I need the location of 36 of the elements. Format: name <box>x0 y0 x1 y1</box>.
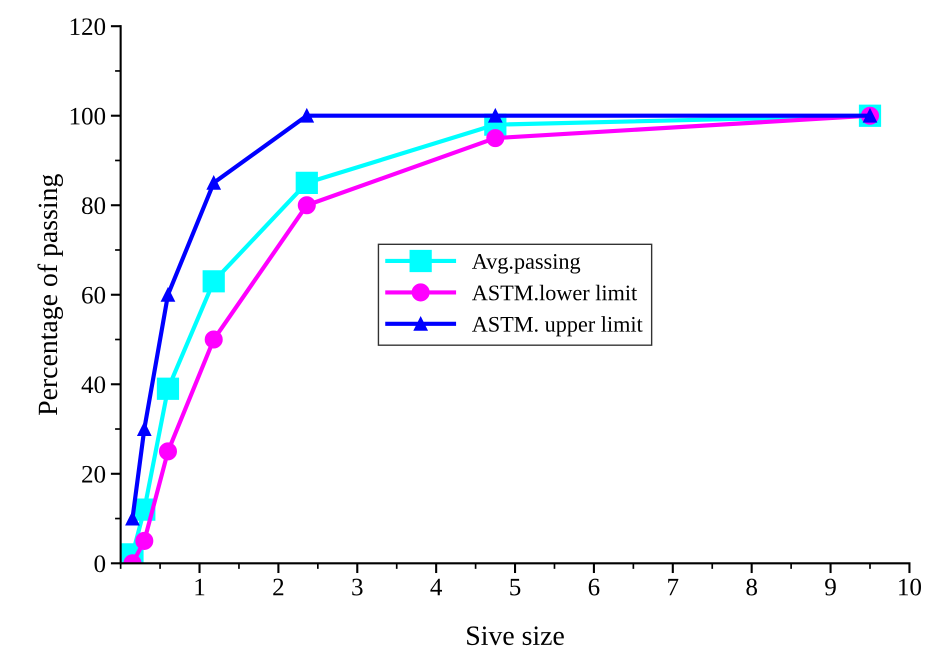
point <box>158 442 177 460</box>
x-tick-label: 6 <box>588 578 600 596</box>
point <box>161 288 175 302</box>
y-tick-label: 100 <box>70 108 106 125</box>
x-tick-label: 10 <box>899 578 921 596</box>
y-tick-label: 80 <box>82 197 106 214</box>
x-tick-label: 7 <box>668 578 678 596</box>
point <box>298 196 316 214</box>
y-tick-label: 60 <box>82 286 106 304</box>
y-tick-label: 20 <box>82 466 106 483</box>
y-tick-label: 120 <box>70 18 106 36</box>
y-tick-label: 40 <box>82 376 106 394</box>
point <box>137 422 152 436</box>
point <box>204 330 223 349</box>
x-tick-label: 9 <box>825 578 836 596</box>
x-tick-label: 1 <box>195 578 204 596</box>
y-axis-title: Percentage of passing <box>37 174 63 416</box>
point <box>202 270 225 292</box>
x-tick-label: 3 <box>352 578 363 596</box>
point <box>126 512 140 526</box>
point <box>206 176 221 190</box>
legend-label: ASTM.lower limit <box>472 284 638 301</box>
point <box>296 172 318 194</box>
point <box>486 129 504 148</box>
x-tick-label: 2 <box>273 578 284 596</box>
legend-label: Avg.passing <box>472 254 580 274</box>
x-axis-title: Sive size <box>467 626 564 646</box>
point <box>156 378 180 400</box>
point <box>135 532 154 550</box>
point <box>488 108 502 123</box>
x-tick-label: 5 <box>510 578 520 596</box>
legend-label: ASTM. upper limit <box>472 316 643 336</box>
y-tick-label: 0 <box>94 555 106 572</box>
point <box>300 108 314 123</box>
x-tick-label: 4 <box>430 578 442 596</box>
x-tick-label: 8 <box>746 578 757 596</box>
